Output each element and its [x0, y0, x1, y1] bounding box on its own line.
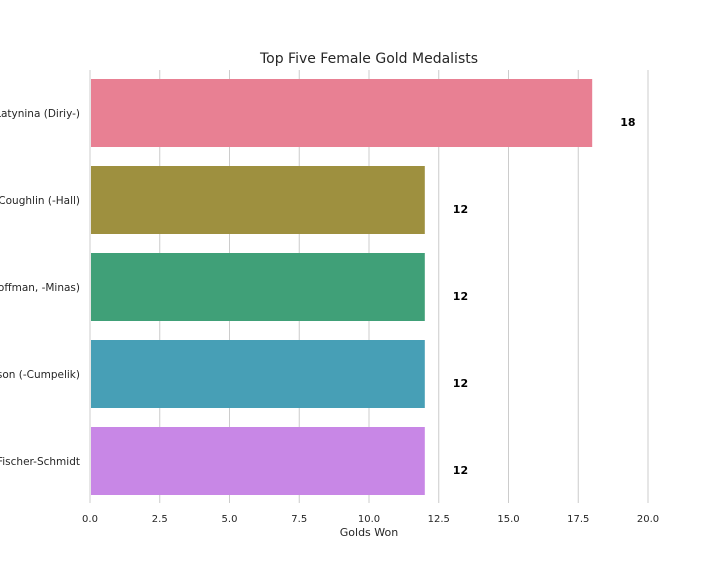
- category-label: Coughlin (-Hall): [0, 195, 80, 207]
- category-labels: Latynina (Diriy-) Coughlin (-Hall) Hoffman…: [0, 108, 80, 468]
- data-label: 12: [453, 377, 468, 390]
- data-label: 12: [453, 203, 468, 216]
- bar: [91, 427, 425, 495]
- x-tick-label: 15.0: [497, 514, 519, 525]
- data-label: 18: [620, 116, 635, 129]
- x-tick-label: 7.5: [291, 514, 307, 525]
- bar: [91, 166, 425, 234]
- x-tick-label: 12.5: [428, 514, 450, 525]
- bar: [91, 79, 593, 147]
- x-axis-label: Golds Won: [340, 526, 398, 539]
- x-tick-label: 5.0: [222, 514, 238, 525]
- x-tick-labels: 0.0 2.5 5.0 7.5 10.0 12.5 15.0 17.5 20.0: [82, 514, 659, 525]
- category-label: Fischer-Schmidt: [0, 456, 80, 468]
- bar: [91, 253, 425, 321]
- x-tick-label: 17.5: [567, 514, 589, 525]
- x-tick-label: 20.0: [637, 514, 659, 525]
- bars: [91, 79, 593, 495]
- category-label: Latynina (Diriy-): [0, 108, 80, 120]
- x-tick-label: 2.5: [152, 514, 168, 525]
- x-tick-label: 10.0: [358, 514, 380, 525]
- category-label: Hoffman, -Minas): [0, 282, 80, 294]
- data-label: 12: [453, 290, 468, 303]
- chart-title: Top Five Female Gold Medalists: [259, 51, 478, 67]
- data-labels: 18 12 12 12 12: [453, 116, 636, 477]
- bar: [91, 340, 425, 408]
- category-label: oson (-Cumpelik): [0, 369, 80, 381]
- data-label: 12: [453, 464, 468, 477]
- x-tick-label: 0.0: [82, 514, 98, 525]
